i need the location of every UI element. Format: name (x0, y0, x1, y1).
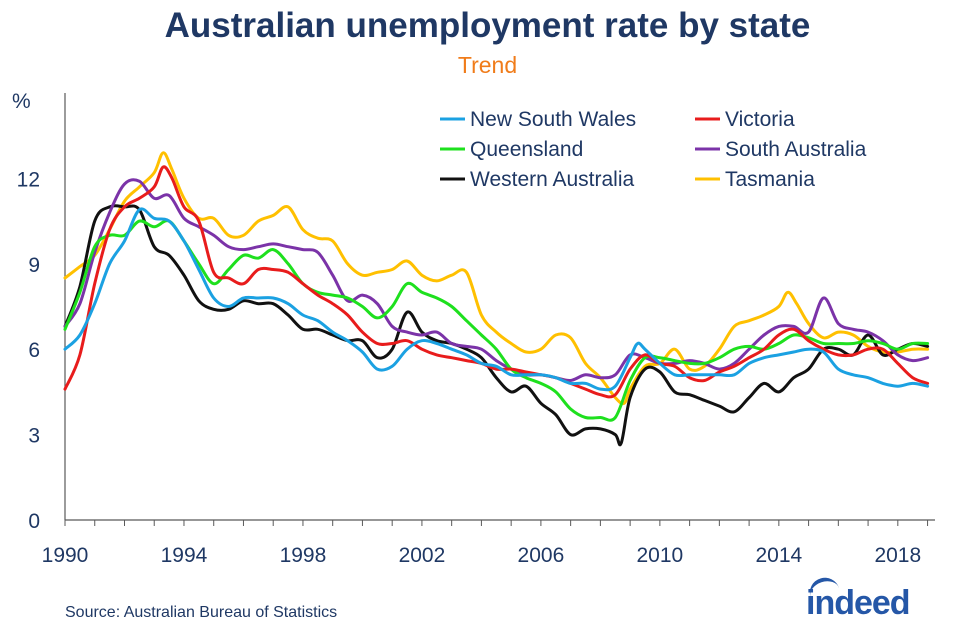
legend-label: South Australia (725, 138, 867, 161)
x-tick-label: 2014 (755, 544, 802, 567)
legend-label: Victoria (725, 108, 795, 131)
x-tick-label: 2006 (518, 544, 565, 567)
y-tick-label: 0 (28, 510, 40, 533)
series-line-new-south-wales (63, 207, 930, 392)
series-line-south-australia (63, 178, 930, 383)
legend-label: New South Wales (470, 108, 636, 131)
y-tick-label: 6 (28, 339, 40, 362)
legend-label: Tasmania (725, 168, 815, 191)
chart-subtitle: Trend (457, 52, 518, 78)
y-tick-label: 9 (28, 254, 40, 277)
x-tick-label: 1990 (42, 544, 89, 567)
legend-label: Queensland (470, 138, 583, 161)
y-tick-label: 3 (28, 425, 40, 448)
y-tick-label: 12 (17, 168, 40, 191)
series-line-queensland (63, 219, 930, 422)
y-axis-unit: % (12, 90, 31, 113)
x-tick-label: 1994 (161, 544, 208, 567)
x-tick-label: 2010 (637, 544, 684, 567)
indeed-logo[interactable]: indeed (806, 584, 911, 622)
source-note: Source: Australian Bureau of Statistics (65, 604, 338, 621)
legend-label: Western Australia (470, 168, 635, 191)
series-line-western-australia (63, 204, 930, 447)
x-tick-label: 2002 (399, 544, 446, 567)
series-line-tasmania (63, 151, 930, 406)
x-tick-label: 1998 (280, 544, 327, 567)
x-tick-label: 2018 (874, 544, 921, 567)
chart-title: Australian unemployment rate by state (164, 6, 811, 45)
